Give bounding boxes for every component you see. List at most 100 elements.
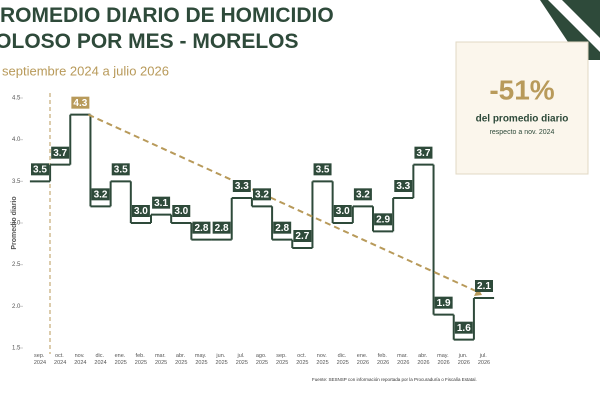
x-tick-part: 2025 — [256, 360, 268, 366]
value-label: 3.3 — [235, 181, 249, 192]
value-label-box — [71, 96, 90, 109]
value-label-box — [131, 205, 150, 217]
x-tick-label: ene. 2025 — [115, 353, 127, 366]
value-label-box — [394, 180, 413, 192]
value-label-box — [293, 230, 312, 242]
value-label: 1.6 — [457, 323, 471, 334]
x-tick-part: oct. — [297, 353, 307, 359]
x-tick-part: ene. — [357, 353, 369, 359]
x-tick-part: 2026 — [458, 360, 470, 366]
x-tick-part: mar. — [155, 353, 167, 359]
x-tick-label: sep. 2024 — [34, 353, 46, 366]
x-tick-part: 2025 — [175, 360, 187, 366]
x-tick-label: jul. 2025 — [236, 353, 248, 366]
x-tick-part: ago. — [256, 353, 268, 359]
x-tick-part: 2024 — [94, 360, 106, 366]
x-tick-part: ene. — [115, 353, 127, 359]
x-tick-part: jul. — [479, 353, 489, 359]
x-tick-label: feb. 2025 — [135, 353, 147, 366]
value-label: 3.7 — [53, 148, 67, 159]
x-tick-label: nov. 2025 — [316, 353, 328, 366]
value-label: 2.8 — [215, 223, 229, 234]
y-tick-label: 4.5 — [12, 96, 21, 102]
value-label-box — [353, 188, 372, 201]
x-tick-part: 2025 — [337, 360, 349, 366]
x-tick-part: 2026 — [357, 360, 369, 366]
value-label-box — [313, 163, 332, 176]
x-tick-part: may. — [437, 353, 450, 359]
chart-subtitle: septiembre 2024 a julio 2026 — [2, 63, 169, 78]
x-tick-part: mar. — [397, 353, 409, 359]
source-note: Fuente: SESNSP con información reportada… — [312, 377, 477, 382]
x-tick-part: jun. — [458, 353, 469, 359]
x-tick-label: ago. 2025 — [256, 353, 268, 366]
trend-line — [87, 113, 479, 293]
x-tick-label: may. 2025 — [195, 353, 208, 366]
value-label: 3.5 — [33, 164, 47, 175]
y-tick-label: 2.5 — [12, 262, 21, 268]
x-tick-part: 2024 — [74, 360, 86, 366]
value-label-box — [374, 213, 393, 226]
value-label: 1.9 — [437, 298, 451, 309]
value-label-box — [333, 205, 352, 217]
x-tick-label: ene. 2026 — [357, 353, 369, 366]
value-label: 2.7 — [295, 231, 309, 242]
x-tick-part: 2025 — [296, 360, 308, 366]
x-tick-label: abr. 2026 — [417, 353, 429, 366]
x-tick-label: sep. 2025 — [276, 353, 288, 366]
callout-box — [455, 41, 589, 175]
value-label-box — [152, 196, 171, 209]
x-tick-label: may. 2026 — [437, 353, 450, 366]
x-tick-part: 2025 — [316, 360, 328, 366]
x-tick-part: 2026 — [397, 360, 409, 366]
value-label-box — [212, 221, 231, 234]
x-tick-part: 2025 — [236, 360, 248, 366]
value-label: 2.8 — [195, 223, 209, 234]
y-tick-label: 1.5 — [12, 346, 21, 352]
x-tick-label: abr. 2025 — [175, 353, 187, 366]
value-label: 3.5 — [114, 164, 128, 175]
value-label: 3.0 — [336, 206, 350, 217]
value-label: 3.5 — [316, 164, 330, 175]
value-label-box — [273, 221, 292, 234]
x-tick-part: 2024 — [54, 360, 66, 366]
x-tick-part: oct. — [55, 353, 65, 359]
y-tick-label: 3.0 — [12, 221, 21, 227]
value-label: 3.2 — [356, 189, 370, 200]
value-label-box — [253, 188, 271, 201]
x-tick-part: 2026 — [438, 360, 450, 366]
x-tick-part: dic. — [338, 353, 348, 359]
value-label-box — [414, 146, 433, 159]
x-tick-label: nov. 2024 — [74, 353, 86, 366]
value-label-box — [31, 163, 49, 176]
value-label: 3.0 — [134, 206, 148, 217]
x-tick-part: 2026 — [377, 360, 389, 366]
value-label: 2.1 — [477, 281, 491, 292]
x-tick-part: sep. — [276, 353, 288, 359]
x-tick-part: 2026 — [478, 360, 490, 366]
x-tick-part: jun. — [215, 353, 226, 359]
y-axis-label: Promedio diario — [11, 196, 18, 249]
callout-text: respecto a nov. 2024 — [490, 129, 555, 136]
x-tick-part: nov. — [75, 353, 87, 359]
x-tick-part: sep. — [34, 353, 46, 359]
x-tick-part: dic. — [95, 353, 105, 359]
value-label-box — [232, 180, 251, 192]
value-label: 3.1 — [154, 198, 168, 209]
callout-value: -51% — [489, 74, 554, 105]
x-tick-part: abr. — [176, 353, 187, 359]
x-tick-part: feb. — [136, 353, 147, 359]
x-tick-label: dic. 2025 — [337, 353, 349, 366]
value-label: 3.0 — [174, 206, 188, 217]
value-label-box — [434, 296, 453, 309]
corner-decoration — [548, 0, 600, 52]
x-tick-part: 2024 — [34, 360, 46, 366]
x-tick-label: oct. 2024 — [54, 353, 66, 366]
x-tick-part: 2026 — [417, 360, 429, 366]
value-label-box — [51, 146, 70, 159]
value-label: 2.8 — [275, 223, 289, 234]
x-tick-label: mar. 2025 — [155, 353, 167, 366]
x-tick-part: jul. — [237, 353, 247, 359]
title-line: PROMEDIO DIARIO DE HOMICIDIO — [0, 4, 340, 27]
